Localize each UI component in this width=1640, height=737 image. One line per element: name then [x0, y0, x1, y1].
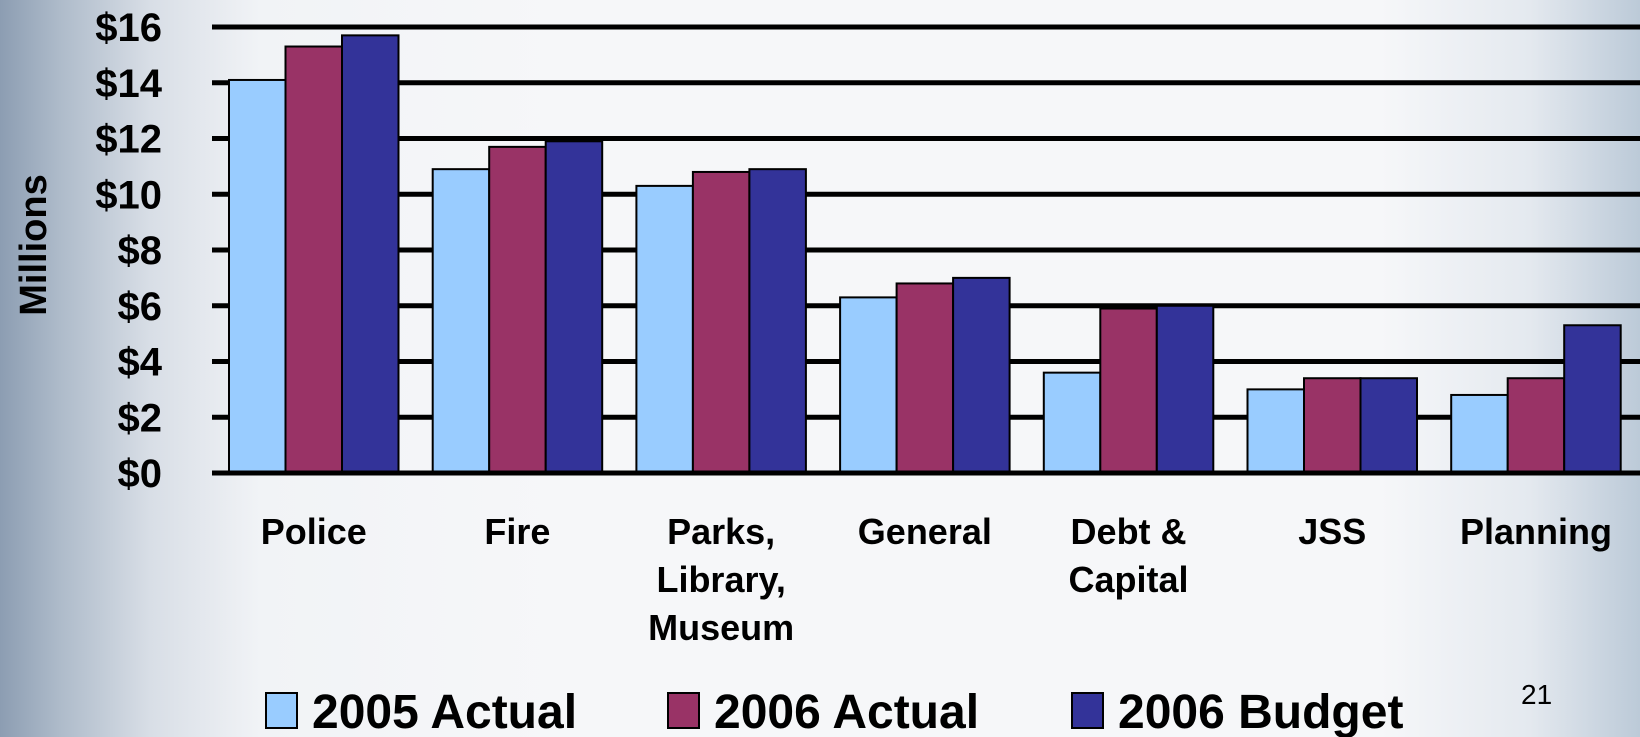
bar — [895, 282, 955, 475]
legend-swatch — [265, 692, 298, 729]
x-tick-label: Library, — [656, 559, 785, 600]
bar — [1506, 377, 1566, 475]
y-tick-label: $10 — [95, 173, 162, 217]
bar — [635, 184, 694, 474]
y-tick-label: $2 — [118, 396, 163, 440]
x-tick-label: JSS — [1298, 511, 1366, 552]
y-tick-label: $0 — [118, 452, 163, 496]
y-tick-label: $14 — [95, 62, 162, 106]
legend-label: 2006 Budget — [1118, 686, 1403, 737]
x-tick-label: Capital — [1069, 559, 1189, 600]
page-number: 21 — [1521, 679, 1552, 710]
bar — [839, 296, 898, 475]
legend: 2005 Actual 2006 Actual 2006 Budget — [265, 686, 1403, 737]
bar — [1359, 377, 1418, 475]
x-tick-label: General — [858, 511, 992, 552]
bar — [1246, 388, 1305, 474]
y-tick-label: $4 — [118, 341, 163, 385]
x-tick-labels: Police Fire Parks, Library, Museum General Deb… — [261, 511, 1612, 648]
bar — [691, 170, 751, 474]
x-tick-label: Debt & — [1071, 511, 1187, 552]
x-tick-label: Planning — [1460, 511, 1612, 552]
bar — [1450, 393, 1509, 475]
bar — [1042, 371, 1102, 474]
y-tick-label: $8 — [118, 229, 163, 273]
x-tick-label: Parks, — [667, 511, 775, 552]
bar — [228, 78, 287, 475]
bar — [431, 168, 491, 474]
bar — [1303, 377, 1362, 475]
bar — [748, 168, 807, 474]
bar — [1155, 304, 1215, 474]
y-tick-label: $6 — [118, 285, 163, 329]
bar — [952, 276, 1011, 474]
x-tick-label: Museum — [648, 607, 794, 648]
bar — [1563, 324, 1622, 475]
bar — [284, 45, 343, 474]
y-tick-label: $16 — [95, 6, 162, 50]
y-tick-label: $12 — [95, 118, 162, 162]
legend-swatch — [1071, 692, 1104, 729]
legend-swatch — [667, 692, 700, 729]
x-tick-label: Fire — [484, 511, 550, 552]
y-axis-label: Millions — [13, 174, 55, 315]
bar — [1099, 307, 1158, 474]
legend-label: 2006 Actual — [714, 686, 979, 737]
y-tick-labels: $0 $2 $4 $6 $8 $10 $12 $14 $16 — [95, 6, 162, 496]
bar — [544, 140, 604, 474]
x-tick-label: Police — [261, 511, 367, 552]
bars — [228, 34, 1622, 475]
bar — [341, 34, 400, 475]
bar — [488, 145, 547, 475]
legend-label: 2005 Actual — [312, 686, 577, 737]
